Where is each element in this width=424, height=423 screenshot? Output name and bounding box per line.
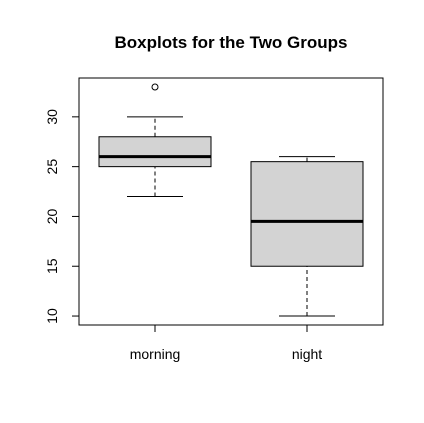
- chart-title: Boxplots for the Two Groups: [115, 33, 348, 52]
- y-tick-label: 25: [44, 159, 60, 175]
- box-morning: [98, 83, 212, 198]
- outlier-point: [151, 83, 159, 91]
- x-tick-label-night: night: [292, 346, 322, 362]
- y-tick-label: 30: [44, 109, 60, 125]
- iqr-box: [98, 136, 212, 168]
- y-tick-label: 10: [44, 308, 60, 324]
- y-axis: 10 15 20 25 30: [44, 109, 80, 324]
- x-axis: morning night: [130, 325, 322, 362]
- x-tick-label-morning: morning: [130, 346, 181, 362]
- box-night: [250, 156, 364, 317]
- y-tick-label: 20: [44, 208, 60, 224]
- boxes-layer: [98, 83, 364, 317]
- iqr-box: [250, 161, 364, 267]
- y-tick-label: 15: [44, 258, 60, 274]
